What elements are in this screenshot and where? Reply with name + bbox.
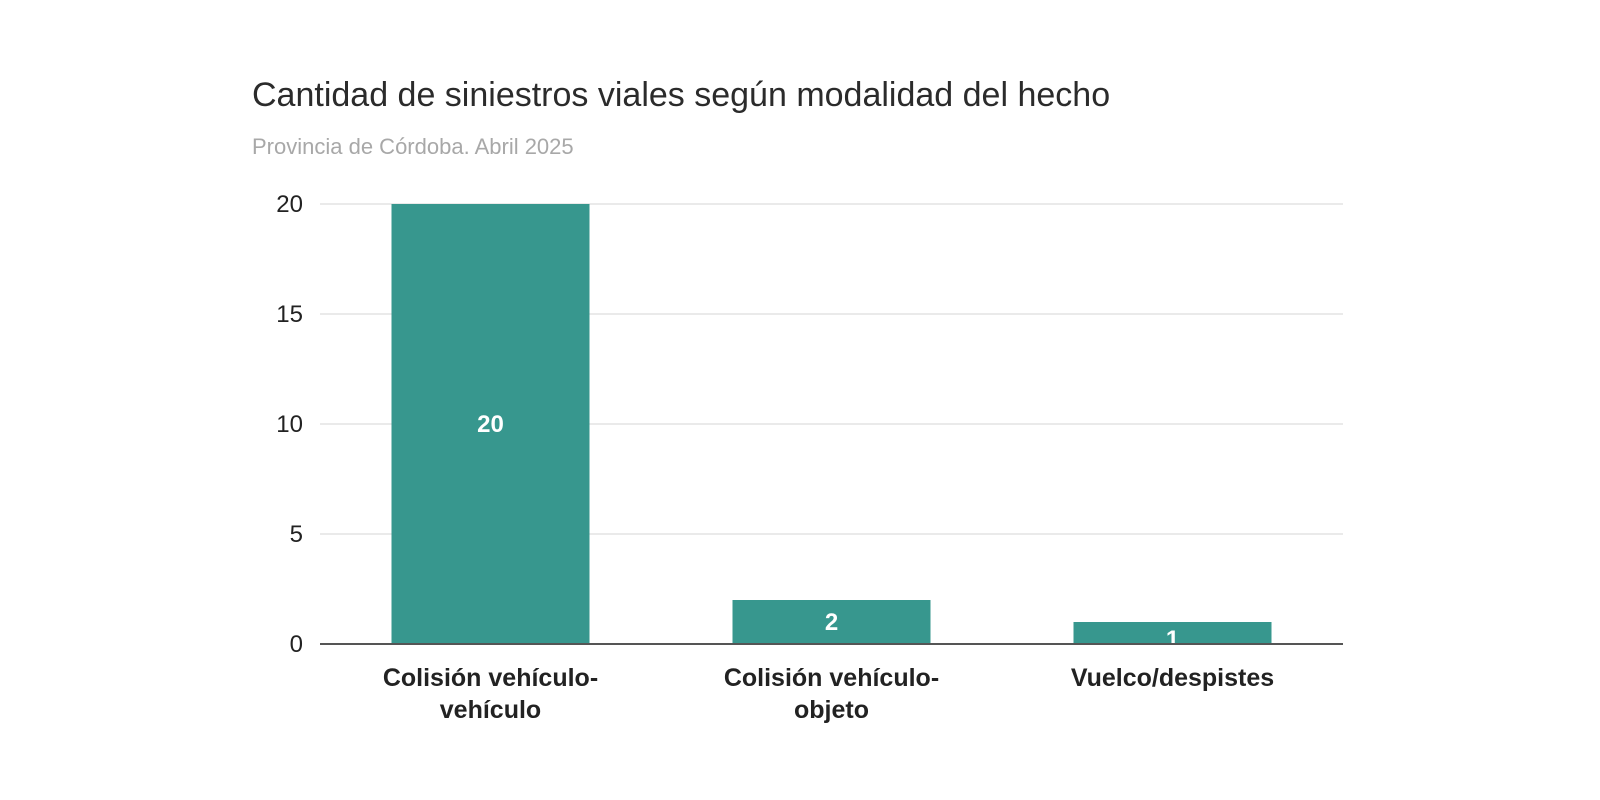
x-category-label-line: vehículo xyxy=(440,696,541,724)
bar-2 xyxy=(1073,622,1272,644)
y-axis-tick-labels: 0 5 10 15 20 xyxy=(276,191,303,658)
bar-data-label: 1 xyxy=(1166,626,1179,653)
x-category-label-line: Vuelco/despistes xyxy=(1071,664,1274,692)
x-category-label: Colisión vehículo-objeto xyxy=(724,664,939,724)
chart-subtitle: Provincia de Córdoba. Abril 2025 xyxy=(252,134,574,159)
bar-data-label: 2 xyxy=(825,609,838,636)
bar-1 xyxy=(732,600,931,644)
y-tick-label: 20 xyxy=(276,191,303,218)
x-category-label: Colisión vehículo-vehículo xyxy=(383,664,598,724)
x-category-label: Vuelco/despistes xyxy=(1071,664,1274,692)
y-tick-label: 0 xyxy=(290,631,303,658)
x-category-label-line: Colisión vehículo- xyxy=(383,664,598,692)
bar-0 xyxy=(391,204,590,644)
x-category-label-line: Colisión vehículo- xyxy=(724,664,939,692)
y-tick-label: 5 xyxy=(290,521,303,548)
y-tick-label: 15 xyxy=(276,301,303,328)
x-category-label-line: objeto xyxy=(794,696,869,724)
bar-data-label: 20 xyxy=(477,411,504,438)
chart-title: Cantidad de siniestros viales según moda… xyxy=(252,76,1111,114)
y-tick-label: 10 xyxy=(276,411,303,438)
